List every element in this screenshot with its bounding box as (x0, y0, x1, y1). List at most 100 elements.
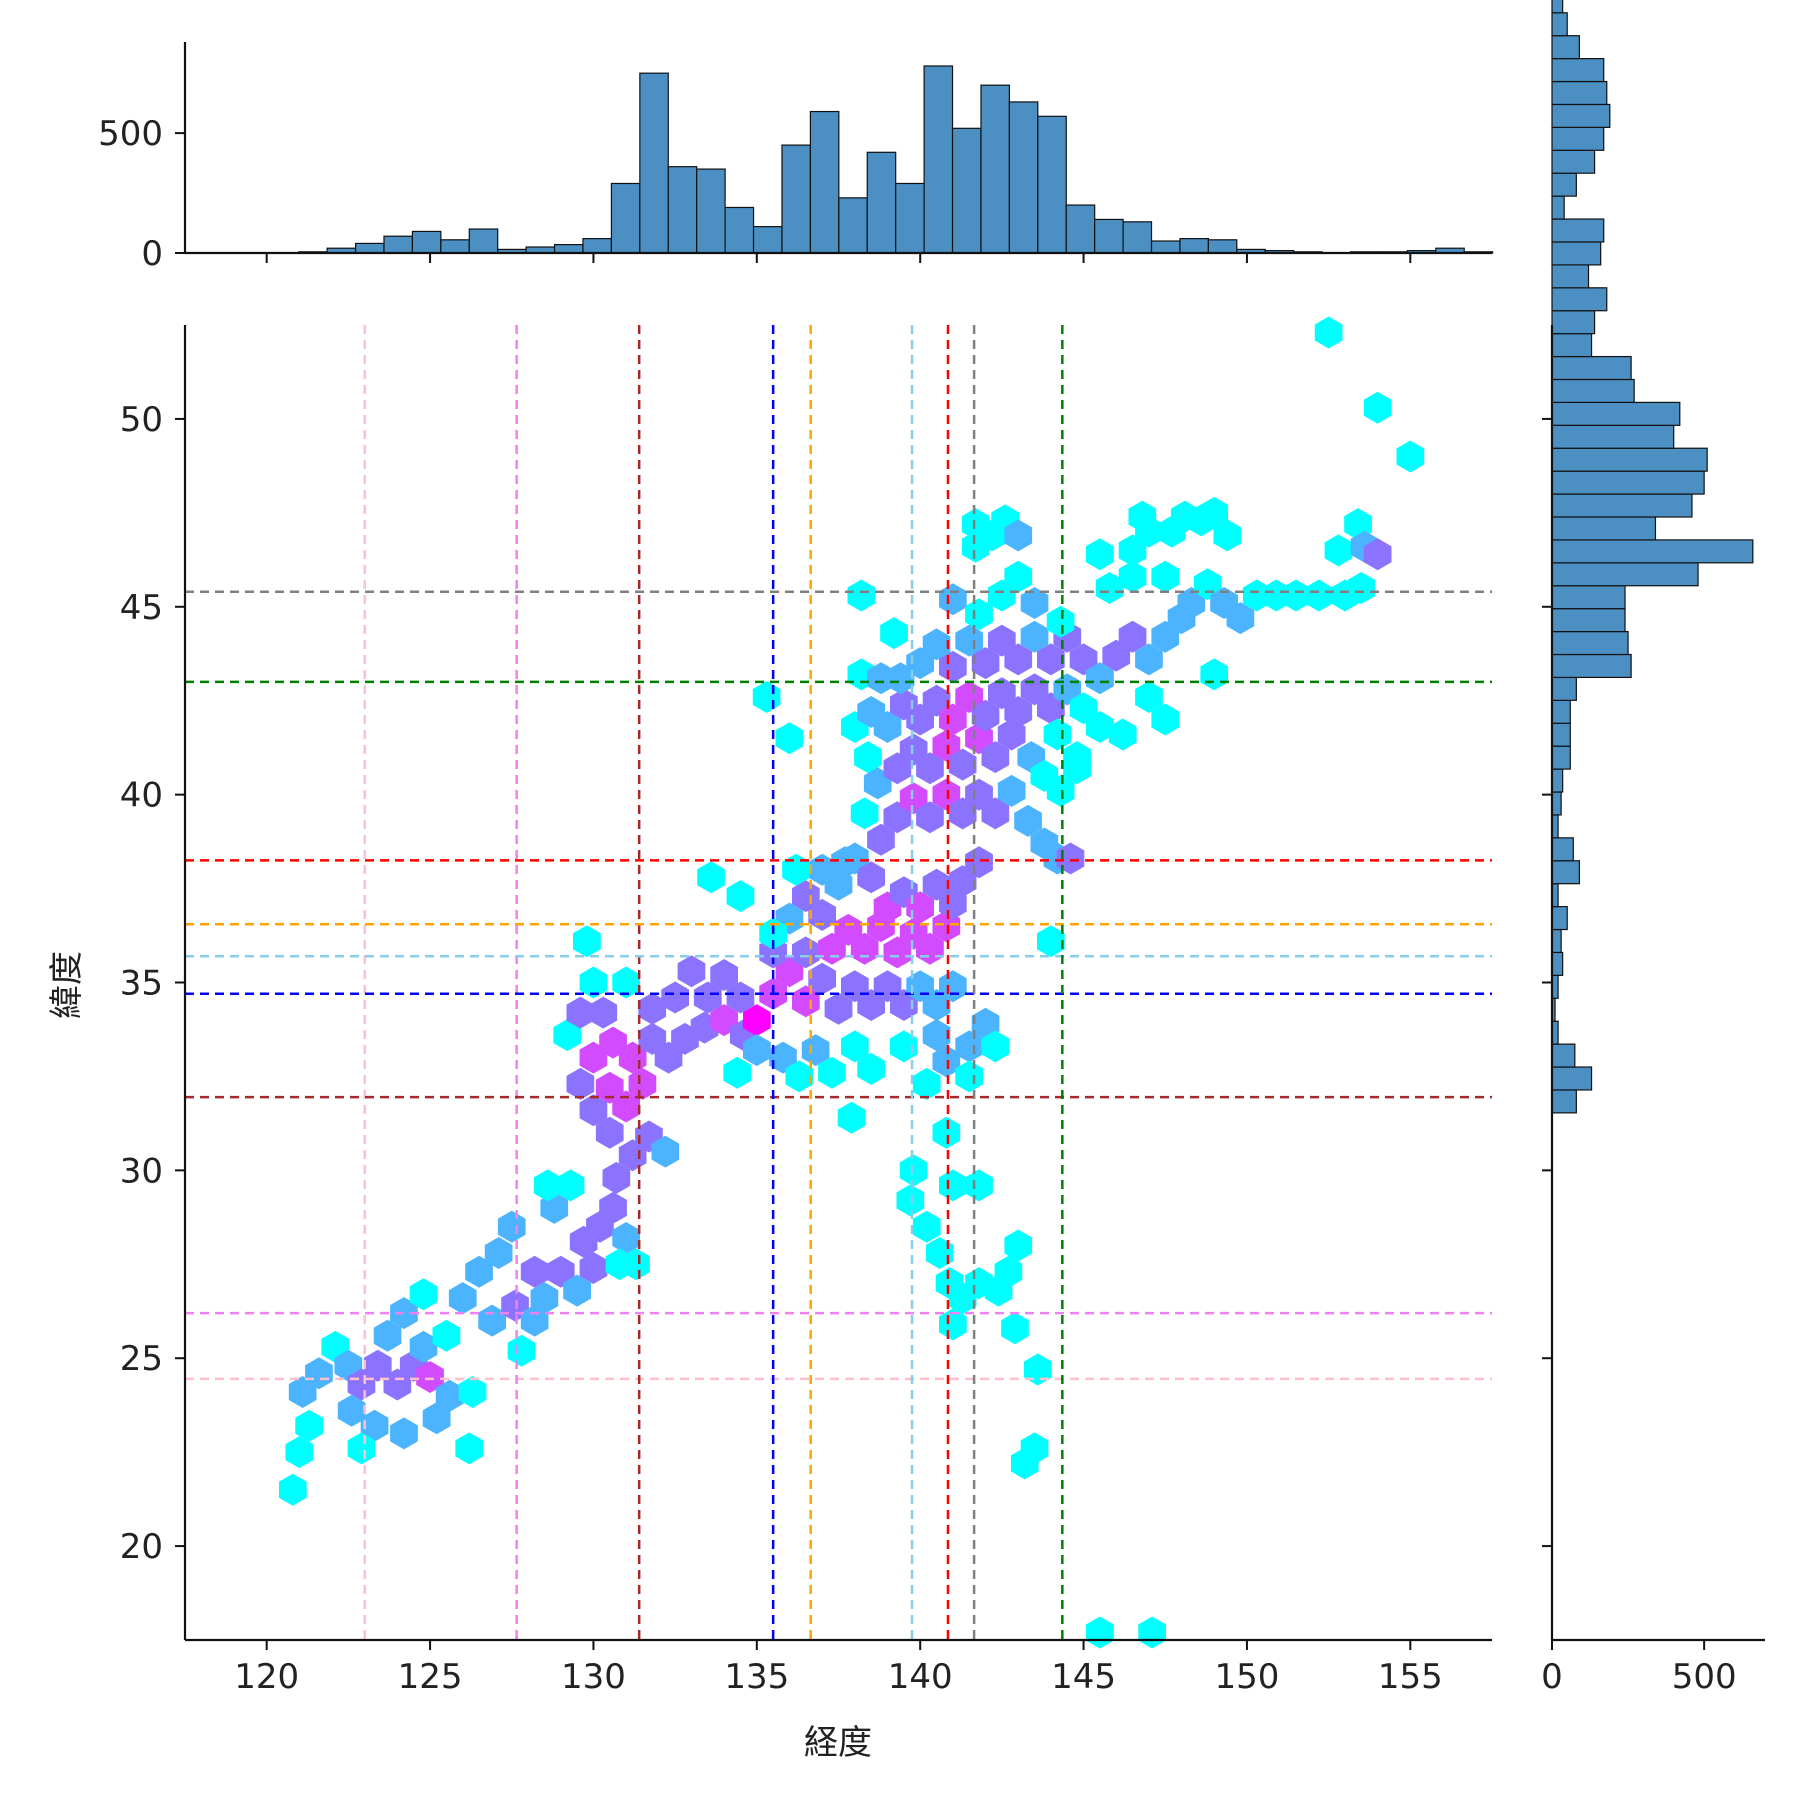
hexbin-plot-area (279, 316, 1425, 1649)
hexbin-cell (305, 1357, 333, 1390)
right-hist-bar (1551, 676, 1577, 701)
hexbin-cell (1043, 718, 1072, 751)
hexbin-cell (939, 887, 967, 920)
hexbin-cell (792, 985, 820, 1018)
top-hist-bar (980, 84, 1010, 254)
hexbin-cell (916, 801, 944, 834)
hexbin-cell (899, 782, 928, 815)
y-tick-label: 35 (120, 964, 163, 1004)
hexbin-cell (416, 1361, 444, 1393)
top-hist-bar (1150, 240, 1181, 254)
hexbin-cell (422, 1402, 451, 1435)
hexbin-cell (628, 1067, 657, 1100)
hexbin-cell (409, 1278, 438, 1311)
top-hist-bar (1094, 218, 1124, 254)
hexbin-cell (622, 1248, 650, 1281)
hexbin-cell (824, 992, 853, 1025)
hexbin-cell (981, 1030, 1010, 1063)
hexbin-cell (1086, 711, 1114, 743)
hexbin-cell (390, 1417, 418, 1450)
y-tick-label: 50 (120, 400, 163, 440)
y-tick-label: 20 (120, 1527, 163, 1567)
hexbin-cell (792, 880, 820, 913)
hexbin-cell (932, 1116, 961, 1149)
hexbin-cell (782, 853, 810, 886)
top-hist-bar (582, 238, 613, 254)
hexbin-cell (896, 1184, 925, 1217)
right-hist-bar (1551, 333, 1593, 358)
right-hist-bar (1551, 699, 1571, 724)
hexbin-cell (752, 681, 781, 713)
hexbin-cell (955, 1030, 984, 1063)
right-hist-count-label: 500 (1672, 1657, 1737, 1697)
hexbin-cell (1138, 1616, 1166, 1649)
top-hist-bar (411, 230, 442, 254)
right-hist-bar (1551, 1066, 1593, 1091)
x-tick-label: 140 (888, 1657, 953, 1697)
right-hist-bar (1551, 653, 1632, 679)
hexbin-cell (912, 1210, 941, 1243)
hexbin-cell (1069, 643, 1098, 676)
hexbin-cell (955, 681, 984, 713)
hexbin-cell (285, 1436, 314, 1469)
hexbin-cell (808, 898, 836, 931)
hexbin-cell (775, 955, 804, 988)
hexbin-cell (857, 1052, 885, 1085)
right-hist-bar (1551, 424, 1675, 449)
x-tick-label: 125 (398, 1657, 463, 1697)
hexbin-cell (1200, 658, 1229, 691)
hexbin-cell (1324, 534, 1353, 567)
hexbin-cell (997, 774, 1026, 807)
hexbin-cell (981, 741, 1010, 774)
hexbin-cell (837, 1101, 866, 1134)
top-hist-bar (752, 226, 783, 254)
hexbin-cell (1020, 620, 1049, 653)
hexbin-cell (880, 617, 908, 650)
right-hist-bar (1551, 539, 1754, 564)
top-hist-bar (468, 228, 499, 254)
hexbin-cell (955, 624, 984, 657)
hexbin-cell (939, 583, 967, 616)
hexbin-cell (873, 711, 902, 743)
hexbin-cell (932, 778, 961, 811)
hexbin-cell (566, 996, 595, 1029)
top-hist-bar (1179, 238, 1209, 254)
hexbin-cell (295, 1409, 323, 1442)
hexbin-cell (710, 959, 738, 991)
hexbin-cell (373, 1319, 402, 1352)
top-hist-bar (1065, 204, 1096, 254)
hexbin-cell (579, 966, 608, 999)
axes-frame: 120 125 130 135 140 145 150 1552025303540455005… (98, 42, 1765, 1697)
hexbin-cell (1282, 579, 1310, 612)
right-hist-bar (1551, 172, 1577, 197)
right-hist-bar (1551, 745, 1571, 770)
hexbin-cell (360, 1409, 389, 1442)
top-hist-bar (610, 182, 641, 254)
hexbin-cell (834, 913, 863, 946)
hexbin-cell (638, 1022, 667, 1055)
x-tick-label: 130 (561, 1657, 626, 1697)
hexbin-cell (1037, 692, 1065, 725)
right-hist-bar (1551, 218, 1605, 243)
hexbin-cell (922, 1019, 951, 1052)
hexbin-cell (556, 1169, 585, 1202)
hexbin-cell (553, 1019, 582, 1052)
hexbin-cell (1020, 587, 1049, 619)
hexbin-cell (1118, 620, 1147, 653)
hexbin-cell (857, 989, 885, 1021)
right-hist-bar (1551, 470, 1705, 495)
right-hist-bar (1551, 493, 1693, 518)
hexbin-cell (723, 1056, 752, 1089)
hexbin-cell (818, 1056, 846, 1089)
hexbin-cell (409, 1330, 438, 1363)
hexbin-cell (850, 797, 879, 830)
hexbin-cell (955, 1060, 984, 1093)
hexbin-cell (599, 1191, 627, 1224)
right-hist-bar (1551, 562, 1699, 587)
hexbin-cell (1200, 496, 1229, 529)
hexbin-cell (1014, 804, 1042, 837)
y-tick-label: 40 (120, 776, 163, 816)
hexbin-cell (638, 992, 667, 1025)
hexbin-cell (965, 1169, 993, 1202)
